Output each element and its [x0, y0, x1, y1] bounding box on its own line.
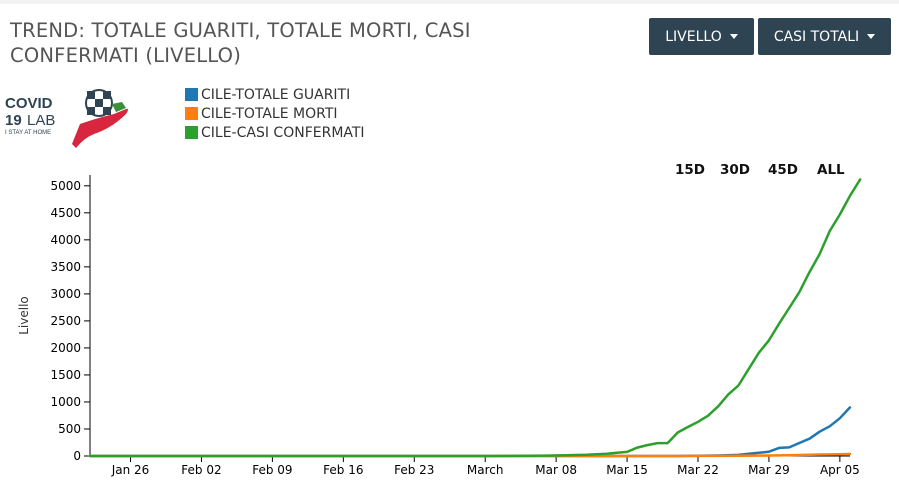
legend-swatch-confermati: [185, 126, 198, 139]
legend-label-confermati: CILE-CASI CONFERMATI: [201, 124, 365, 141]
y-tick-label: 3000: [50, 287, 81, 301]
y-tick-label: 500: [58, 422, 81, 436]
x-tick-label: Jan 26: [111, 463, 150, 477]
legend-swatch-morti: [185, 107, 198, 120]
y-tick-label: 2500: [50, 314, 81, 328]
y-tick-label: 1500: [50, 368, 81, 382]
x-tick-label: Feb 16: [323, 463, 363, 477]
legend-label-morti: CILE-TOTALE MORTI: [201, 105, 338, 122]
cases-dropdown-label: CASI TOTALI: [773, 28, 860, 45]
range-all-button[interactable]: ALL: [817, 162, 845, 178]
series-line-morti: [88, 452, 852, 458]
page-title: TREND: TOTALE GUARITI, TOTALE MORTI, CAS…: [10, 19, 471, 67]
x-tick-label: Feb 09: [252, 463, 292, 477]
y-tick-label: 0: [73, 449, 81, 463]
y-tick-label: 4500: [50, 206, 81, 220]
y-tick-label: 4000: [50, 233, 81, 247]
level-dropdown-label: LIVELLO: [665, 28, 722, 45]
globe-icon: [85, 89, 113, 117]
x-tick-label: Mar 29: [748, 463, 790, 477]
legend-item-confermati[interactable]: CILE-CASI CONFERMATI: [185, 123, 365, 142]
legend-label-guariti: CILE-TOTALE GUARITI: [201, 86, 351, 103]
x-tick-label: March: [467, 463, 504, 477]
svg-text:19: 19: [5, 112, 22, 129]
x-tick-label: Feb 23: [394, 463, 434, 477]
svg-text:LAB: LAB: [27, 112, 55, 129]
caret-down-icon: [867, 34, 876, 39]
y-tick-label: 3500: [50, 260, 81, 274]
legend-item-guariti[interactable]: CILE-TOTALE GUARITI: [185, 85, 365, 104]
caret-down-icon: [729, 34, 738, 39]
level-dropdown-button[interactable]: LIVELLO: [649, 18, 754, 55]
y-axis-label: Livello: [17, 296, 31, 335]
series-line-guariti: [88, 406, 852, 458]
range-15d-button[interactable]: 15D: [675, 162, 705, 178]
hand-icon: [72, 102, 128, 148]
svg-text:I STAY AT HOME: I STAY AT HOME: [5, 130, 51, 136]
x-tick-label: Mar 08: [535, 463, 577, 477]
top-strip: [0, 0, 899, 4]
x-tick-label: Feb 02: [181, 463, 221, 477]
legend-item-morti[interactable]: CILE-TOTALE MORTI: [185, 104, 365, 123]
y-tick-label: 1000: [50, 395, 81, 409]
x-tick-label: Mar 22: [677, 463, 719, 477]
range-30d-button[interactable]: 30D: [720, 162, 750, 178]
x-tick-label: Mar 15: [606, 463, 648, 477]
x-tick-label: Apr 05: [820, 463, 860, 477]
y-tick-label: 5000: [50, 179, 81, 193]
legend-swatch-guariti: [185, 88, 198, 101]
chart-legend: CILE-TOTALE GUARITI CILE-TOTALE MORTI CI…: [185, 85, 365, 142]
y-tick-label: 2000: [50, 341, 81, 355]
series-line-confermati: [88, 178, 862, 458]
range-45d-button[interactable]: 45D: [768, 162, 798, 178]
svg-text:COVID: COVID: [5, 95, 53, 112]
cases-dropdown-button[interactable]: CASI TOTALI: [758, 18, 891, 55]
covid19-lab-logo: COVID 19 LAB I STAY AT HOME: [5, 89, 128, 148]
